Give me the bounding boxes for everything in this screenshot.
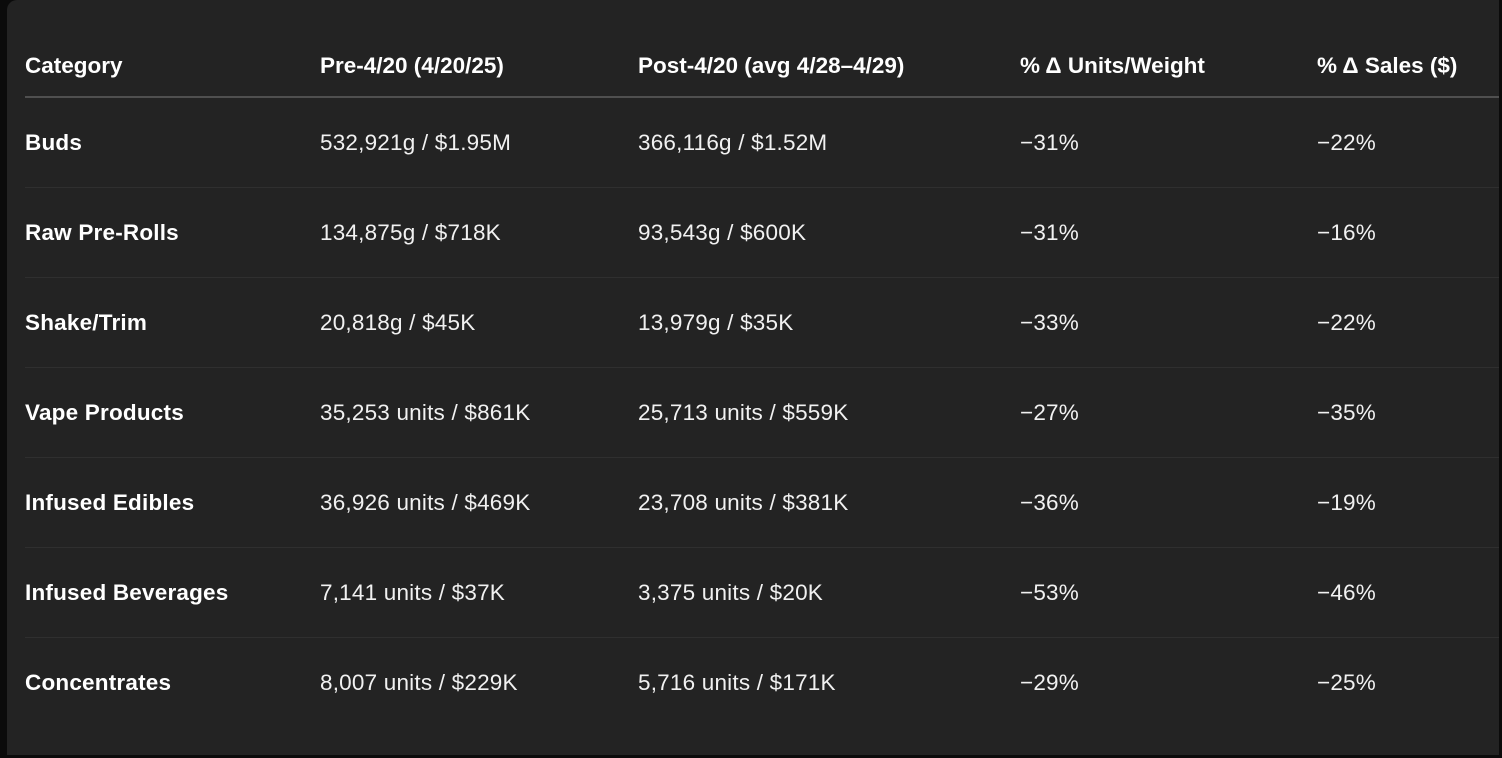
delta-sales-cell: −16% bbox=[1317, 219, 1376, 245]
delta-sales-cell: −35% bbox=[1317, 399, 1376, 425]
table-header-row: Category Pre-4/20 (4/20/25) Post-4/20 (a… bbox=[25, 0, 1499, 98]
column-header-post-420: Post-4/20 (avg 4/28–4/29) bbox=[638, 53, 905, 78]
delta-units-cell: −31% bbox=[1020, 219, 1079, 245]
pre-420-cell: 7,141 units / $37K bbox=[320, 579, 505, 605]
pre-420-cell: 35,253 units / $861K bbox=[320, 399, 531, 425]
table-row: Concentrates 8,007 units / $229K 5,716 u… bbox=[25, 638, 1499, 728]
pre-420-cell: 532,921g / $1.95M bbox=[320, 129, 512, 155]
post-420-cell: 5,716 units / $171K bbox=[638, 670, 836, 695]
delta-units-cell: −53% bbox=[1020, 579, 1079, 605]
pre-420-cell: 20,818g / $45K bbox=[320, 309, 476, 335]
delta-sales-cell: −46% bbox=[1317, 579, 1376, 605]
pre-420-cell: 134,875g / $718K bbox=[320, 219, 501, 245]
table-row: Buds 532,921g / $1.95M 366,116g / $1.52M… bbox=[25, 98, 1499, 188]
delta-sales-cell: −19% bbox=[1317, 489, 1376, 515]
category-cell: Infused Beverages bbox=[25, 579, 229, 605]
post-420-cell: 25,713 units / $559K bbox=[638, 399, 849, 425]
table-row: Raw Pre-Rolls 134,875g / $718K 93,543g /… bbox=[25, 188, 1499, 278]
table-row: Infused Beverages 7,141 units / $37K 3,3… bbox=[25, 548, 1499, 638]
category-cell: Concentrates bbox=[25, 670, 172, 695]
category-cell: Raw Pre-Rolls bbox=[25, 219, 179, 245]
delta-units-cell: −31% bbox=[1020, 129, 1079, 155]
table-row: Shake/Trim 20,818g / $45K 13,979g / $35K… bbox=[25, 278, 1499, 368]
delta-units-cell: −29% bbox=[1020, 670, 1079, 695]
delta-units-cell: −27% bbox=[1020, 399, 1079, 425]
post-420-cell: 93,543g / $600K bbox=[638, 219, 807, 245]
delta-sales-cell: −25% bbox=[1317, 670, 1376, 695]
post-420-cell: 366,116g / $1.52M bbox=[638, 129, 828, 155]
category-cell: Vape Products bbox=[25, 399, 184, 425]
table-row: Vape Products 35,253 units / $861K 25,71… bbox=[25, 368, 1499, 458]
delta-units-cell: −36% bbox=[1020, 489, 1079, 515]
column-header-pre-420: Pre-4/20 (4/20/25) bbox=[320, 53, 504, 78]
delta-sales-cell: −22% bbox=[1317, 129, 1376, 155]
pre-420-cell: 36,926 units / $469K bbox=[320, 489, 531, 515]
table-panel: Category Pre-4/20 (4/20/25) Post-4/20 (a… bbox=[7, 0, 1499, 755]
delta-sales-cell: −22% bbox=[1317, 309, 1376, 335]
post-420-cell: 23,708 units / $381K bbox=[638, 489, 849, 515]
column-header-category: Category bbox=[25, 53, 123, 78]
post-420-cell: 3,375 units / $20K bbox=[638, 579, 823, 605]
category-cell: Infused Edibles bbox=[25, 489, 195, 515]
column-header-delta-sales: % Δ Sales ($) bbox=[1317, 53, 1458, 78]
delta-units-cell: −33% bbox=[1020, 309, 1079, 335]
table-body: Buds 532,921g / $1.95M 366,116g / $1.52M… bbox=[25, 98, 1499, 728]
column-header-delta-units: % Δ Units/Weight bbox=[1020, 53, 1205, 78]
table-row: Infused Edibles 36,926 units / $469K 23,… bbox=[25, 458, 1499, 548]
category-cell: Buds bbox=[25, 129, 83, 155]
pre-420-cell: 8,007 units / $229K bbox=[320, 670, 518, 695]
category-cell: Shake/Trim bbox=[25, 309, 148, 335]
post-420-cell: 13,979g / $35K bbox=[638, 309, 794, 335]
category-comparison-table: Category Pre-4/20 (4/20/25) Post-4/20 (a… bbox=[7, 0, 1499, 755]
